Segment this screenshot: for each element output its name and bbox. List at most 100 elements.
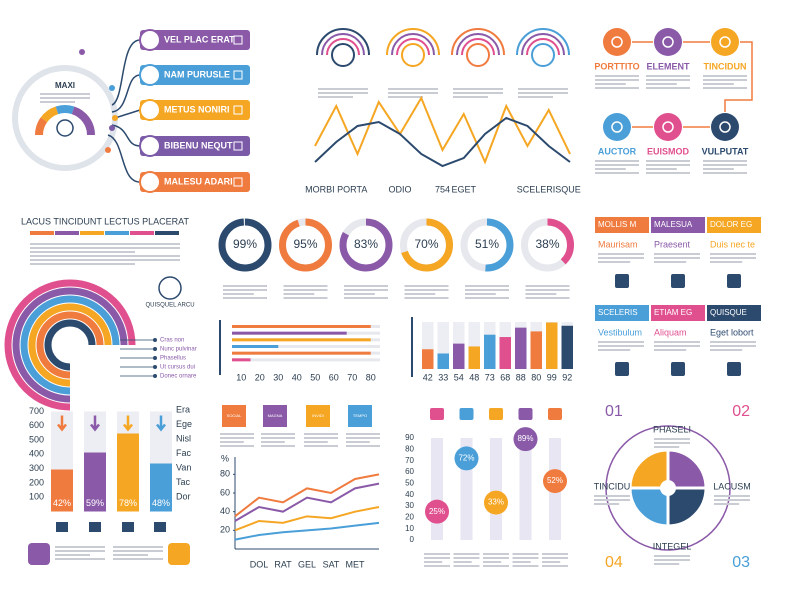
y-tick-label: 40: [405, 490, 414, 499]
note-icon: [168, 543, 190, 565]
placeholder-text: [512, 565, 539, 567]
placeholder-text: [304, 445, 338, 447]
process-arrow: [632, 41, 753, 128]
branch-node: [105, 147, 111, 153]
ring-arc: [12, 287, 128, 403]
placeholder-text: [261, 445, 295, 447]
tile-label: TEMPO: [353, 413, 367, 418]
side-label: Van: [176, 462, 191, 472]
stick-icon: [430, 408, 444, 420]
bar-track: [437, 322, 449, 369]
bar-value-label: 99: [547, 372, 557, 382]
tile: [263, 405, 287, 427]
placeholder-text: [646, 160, 690, 162]
bar-foot-icon: [154, 522, 166, 532]
card-head-label: SCELERIS: [598, 308, 638, 317]
placeholder-text: [346, 445, 380, 447]
card-head: [707, 217, 761, 233]
step-glyph: [662, 36, 674, 48]
side-label: Ege: [176, 419, 192, 429]
placeholder-text: [344, 285, 388, 287]
donut-label: 83%: [354, 237, 378, 251]
bar: [84, 452, 106, 512]
placeholder-text: [525, 285, 570, 287]
bar-value-label: 59%: [86, 498, 104, 508]
cycle-number: 04: [605, 554, 623, 571]
side-label: Fac: [176, 448, 192, 458]
placeholder-text: [261, 433, 295, 435]
ring-arc: [4, 279, 136, 411]
placeholder-text: [223, 297, 267, 299]
bar: [232, 331, 347, 335]
icon-core: [531, 43, 555, 67]
placeholder-text: [304, 441, 328, 443]
legend-label: Nunc pulvinar: [160, 347, 197, 353]
pill-icon: [139, 135, 161, 157]
y-axis-label: %: [221, 453, 229, 463]
cycle-label: INTEGEL: [653, 541, 692, 551]
placeholder-text: [40, 101, 75, 103]
branch-node: [109, 85, 115, 91]
gauge-segment: [40, 106, 59, 123]
x-tick-label: 80: [366, 372, 376, 382]
placeholder-text: [453, 92, 503, 94]
placeholder-text: [318, 88, 368, 90]
bar-track: [232, 358, 380, 362]
pill: [140, 65, 250, 85]
lollipop-dot: [425, 499, 449, 524]
line-series: [234, 506, 380, 532]
bar-arrow: [90, 415, 100, 432]
globe-icon: [56, 119, 74, 137]
pill-glyph: [233, 105, 243, 115]
placeholder-text: [304, 433, 338, 435]
lollipop-dot: [484, 490, 508, 515]
branch-node: [109, 125, 115, 131]
lollipop-label: 52%: [547, 476, 563, 485]
card-head-label: ETIAM EG: [654, 308, 692, 317]
placeholder-text: [388, 88, 438, 90]
placeholder-text: [710, 261, 743, 263]
x-tick-label: DOL: [250, 559, 269, 569]
bar-value-label: 68: [500, 372, 510, 382]
placeholder-text: [318, 96, 353, 98]
x-tick-label: 20: [255, 372, 265, 382]
bar: [515, 327, 527, 369]
side-label: Tac: [176, 477, 191, 487]
lollipop-dot: [454, 446, 479, 471]
placeholder-text: [220, 445, 254, 447]
bar-track: [422, 322, 434, 369]
icon-ring: [456, 33, 500, 56]
placeholder-text: [346, 441, 370, 443]
tile-label: MAGNA: [268, 413, 283, 418]
stick-icon: [489, 408, 503, 420]
card-head: [595, 305, 649, 321]
placeholder-text: [453, 561, 472, 563]
bar: [453, 343, 465, 369]
line-series: [314, 116, 571, 168]
placeholder-text: [646, 79, 690, 81]
badge: [158, 276, 182, 300]
x-tick-label: ODIO: [388, 184, 411, 194]
pill-label: NAM PURUSLE: [164, 69, 230, 79]
placeholder-text: [703, 87, 747, 89]
placeholder-text: [55, 546, 105, 548]
line-series: [234, 473, 380, 518]
placeholder-text: [654, 349, 687, 351]
placeholder-text: [220, 433, 254, 435]
step-icon: [603, 113, 631, 141]
placeholder-text: [113, 554, 148, 556]
placeholder-text: [595, 79, 639, 81]
placeholder-text: [453, 565, 480, 567]
y-tick-label: 200: [29, 477, 44, 487]
placeholder-text: [646, 168, 677, 170]
y-tick-label: 300: [29, 463, 44, 473]
step-icon: [603, 28, 631, 56]
placeholder-text: [30, 247, 180, 249]
step-label: TINCIDUN: [704, 61, 747, 71]
card-icon: [727, 274, 741, 288]
icon-core: [466, 43, 490, 67]
placeholder-text: [594, 503, 620, 505]
bar-arrow: [57, 415, 67, 432]
bar: [499, 337, 511, 369]
placeholder-text: [654, 261, 687, 263]
